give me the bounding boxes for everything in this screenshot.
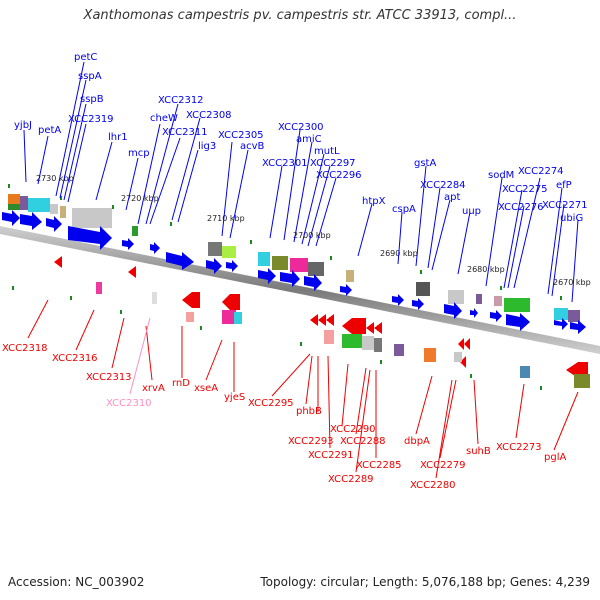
- kbp-label: 2710 kbp: [207, 214, 245, 223]
- track-ticks: [8, 184, 562, 390]
- kbp-label: 2700 kbp: [293, 231, 331, 240]
- kbp-label: 2670 kbp: [553, 278, 591, 287]
- gene-label: yjbJ: [14, 120, 32, 131]
- kbp-label: 2730 kbp: [36, 174, 74, 183]
- gene-label: XCC2280: [410, 480, 456, 491]
- reverse-features: [54, 256, 590, 388]
- gene-label: phbB: [296, 406, 322, 417]
- gene-label: mcp: [128, 148, 150, 159]
- gene-label: XCC2296: [316, 170, 362, 181]
- forward-labels: yjbJ petA petC sspA sspB XCC2319 lhr1 mc…: [14, 52, 588, 224]
- gene-label: suhB: [466, 446, 491, 457]
- gene-label: XCC2274: [518, 166, 564, 177]
- gene-label: ubiG: [560, 213, 583, 224]
- topology-text: Topology: circular; Length: 5,076,188 bp…: [260, 575, 590, 589]
- gene-label: XCC2295: [248, 398, 294, 409]
- gene-label: sodM: [488, 170, 514, 181]
- gene-label: htpX: [362, 196, 386, 207]
- forward-leader-lines: [23, 61, 579, 303]
- gene-label: XCC2271: [542, 200, 588, 211]
- gene-label: cheW: [150, 113, 178, 124]
- gene-label: XCC2279: [420, 460, 466, 471]
- gene-label: xrvA: [142, 383, 165, 394]
- genome-axis: [0, 226, 600, 354]
- gene-label: sspA: [78, 71, 102, 82]
- gene-label: apt: [444, 192, 460, 203]
- gene-label: XCC2300: [278, 122, 324, 133]
- gene-label: XCC2318: [2, 343, 48, 354]
- gene-label: XCC2284: [420, 180, 466, 191]
- gene-label: acvB: [240, 141, 265, 152]
- gene-label: dbpA: [404, 436, 430, 447]
- gene-label: lig3: [198, 141, 216, 152]
- gene-label: XCC2273: [496, 442, 542, 453]
- gene-label: gstA: [414, 158, 436, 169]
- gene-label: XCC2301: [262, 158, 308, 169]
- gene-label: rnD: [172, 378, 190, 389]
- gene-label: yjeS: [224, 392, 245, 403]
- gene-label: cspA: [392, 204, 416, 215]
- gene-label: XCC2297: [310, 158, 356, 169]
- gene-label: petA: [38, 125, 61, 136]
- gene-label: XCC2288: [340, 436, 386, 447]
- gene-label: XCC2276: [498, 202, 544, 213]
- gene-label: XCC2316: [52, 353, 98, 364]
- gene-label: XCC2275: [502, 184, 548, 195]
- gene-label: efP: [556, 180, 572, 191]
- gene-label: xseA: [194, 383, 218, 394]
- accession-text: Accession: NC_003902: [8, 575, 145, 589]
- gene-label: XCC2310: [106, 398, 152, 409]
- gene-label: lhr1: [108, 132, 128, 143]
- forward-features: [2, 194, 586, 334]
- gene-label: XCC2311: [162, 127, 208, 138]
- gene-label: XCC2285: [356, 460, 402, 471]
- reverse-labels: XCC2318 XCC2316 XCC2313 xrvA XCC2310 rnD…: [2, 343, 566, 491]
- gene-label: XCC2312: [158, 95, 204, 106]
- reverse-leader-lines: [27, 299, 579, 479]
- gene-label: XCC2293: [288, 436, 334, 447]
- gene-label: amiC: [296, 134, 322, 145]
- xcc2310-leader: [129, 317, 151, 395]
- kbp-label: 2720 kbp: [121, 194, 159, 203]
- gene-label: XCC2308: [186, 110, 232, 121]
- gene-label: XCC2289: [328, 474, 374, 485]
- gene-label: XCC2291: [308, 450, 354, 461]
- gene-label: mutL: [314, 146, 340, 157]
- gene-label: uup: [462, 206, 481, 217]
- gene-label: XCC2313: [86, 372, 132, 383]
- gene-label: XCC2305: [218, 130, 264, 141]
- kbp-label: 2680 kbp: [467, 265, 505, 274]
- gene-label: XCC2319: [68, 114, 114, 125]
- gene-label: XCC2290: [330, 424, 376, 435]
- gene-label: pglA: [544, 452, 566, 463]
- gene-label: petC: [74, 52, 97, 63]
- gene-label: sspB: [80, 94, 104, 105]
- map-title: Xanthomonas campestris pv. campestris st…: [83, 8, 517, 23]
